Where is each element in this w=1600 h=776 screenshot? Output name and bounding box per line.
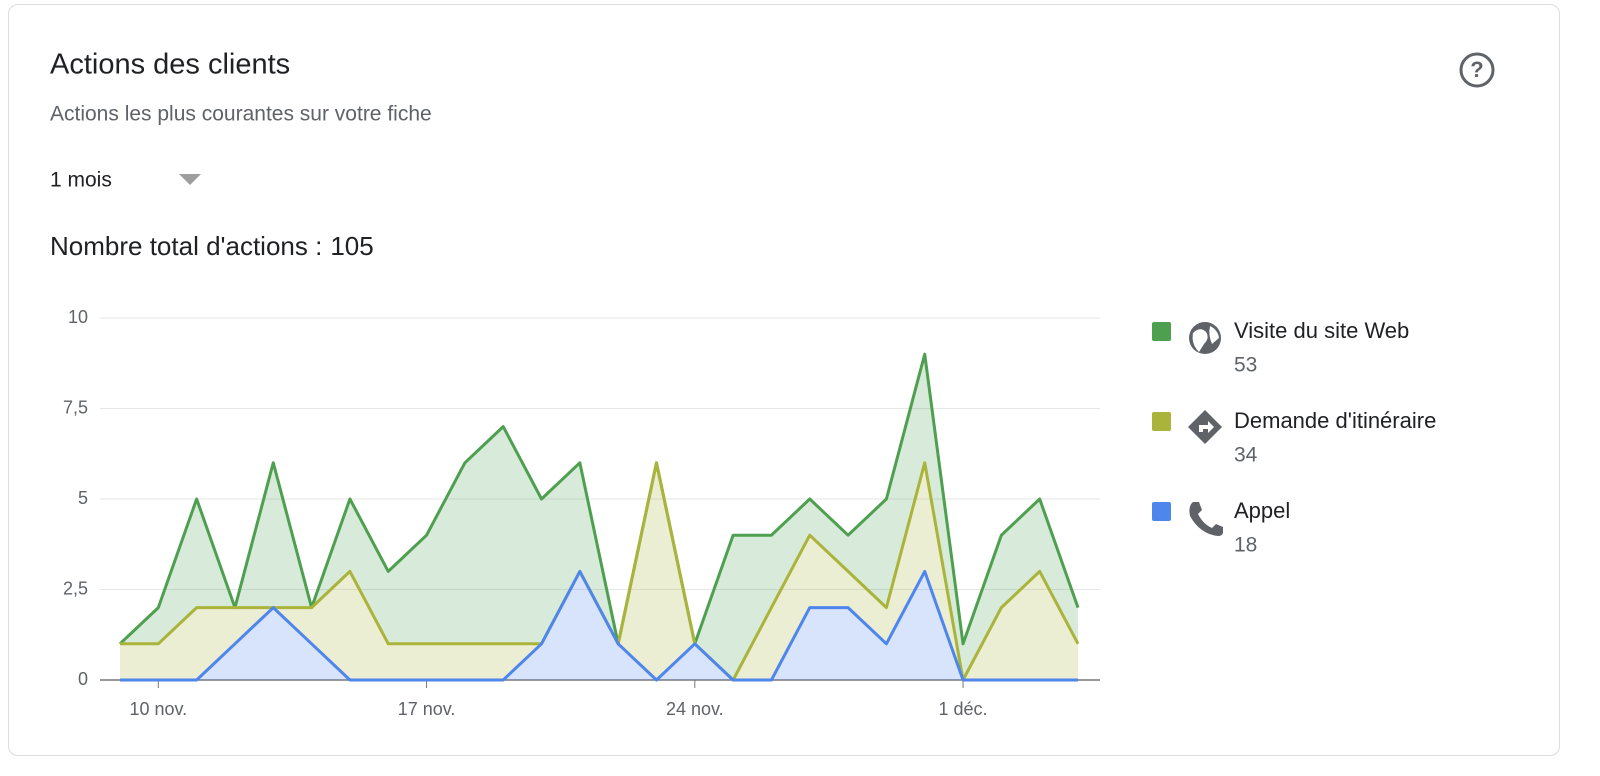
x-tick-label: 10 nov. [129,699,187,719]
legend-swatch [1152,502,1171,521]
x-tick-label: 1 déc. [939,699,988,719]
legend-total: 53 [1234,354,1257,377]
total: 105 [330,231,373,261]
legend-total: 18 [1234,534,1257,557]
total-label: Nombre total d'actions : [50,231,322,261]
y-tick-label: 7,5 [63,397,88,417]
help-button[interactable]: ? [1459,52,1495,88]
legend-label: Visite du site Web [1234,318,1409,343]
area [120,571,1078,680]
legend-total: 34 [1234,444,1258,467]
legend-label: Demande d'itinéraire [1234,408,1436,433]
line [118,352,1080,646]
y-tick-label: 0 [78,669,88,689]
x-tick-label: 17 nov. [398,699,456,719]
x-tick-label: 24 nov. [666,699,724,719]
y-tick-label: 2,5 [63,578,88,598]
phone-icon [1189,502,1223,536]
y-tick-label: 5 [78,488,88,508]
directions-arrow [1199,421,1214,433]
dropdown-arrow[interactable] [179,174,201,185]
legend-swatch [1152,322,1171,341]
y-tick-label: 10 [68,307,88,327]
area [120,462,1078,680]
period[interactable]: 1 mois [50,169,112,192]
legend-swatch [1152,412,1171,431]
card [8,4,1560,756]
line [120,569,1078,682]
legend-label: Appel [1234,498,1290,523]
period-dropdown[interactable]: 1 mois [50,169,201,192]
help-icon[interactable] [1459,52,1495,88]
legend-icons [1188,322,1223,536]
title: Actions des clients [50,49,290,81]
help-mark[interactable]: ? [1470,57,1483,82]
area [120,354,1078,680]
subtitle: Actions les plus courantes sur votre fic… [50,103,432,126]
globe-land [1192,326,1219,352]
